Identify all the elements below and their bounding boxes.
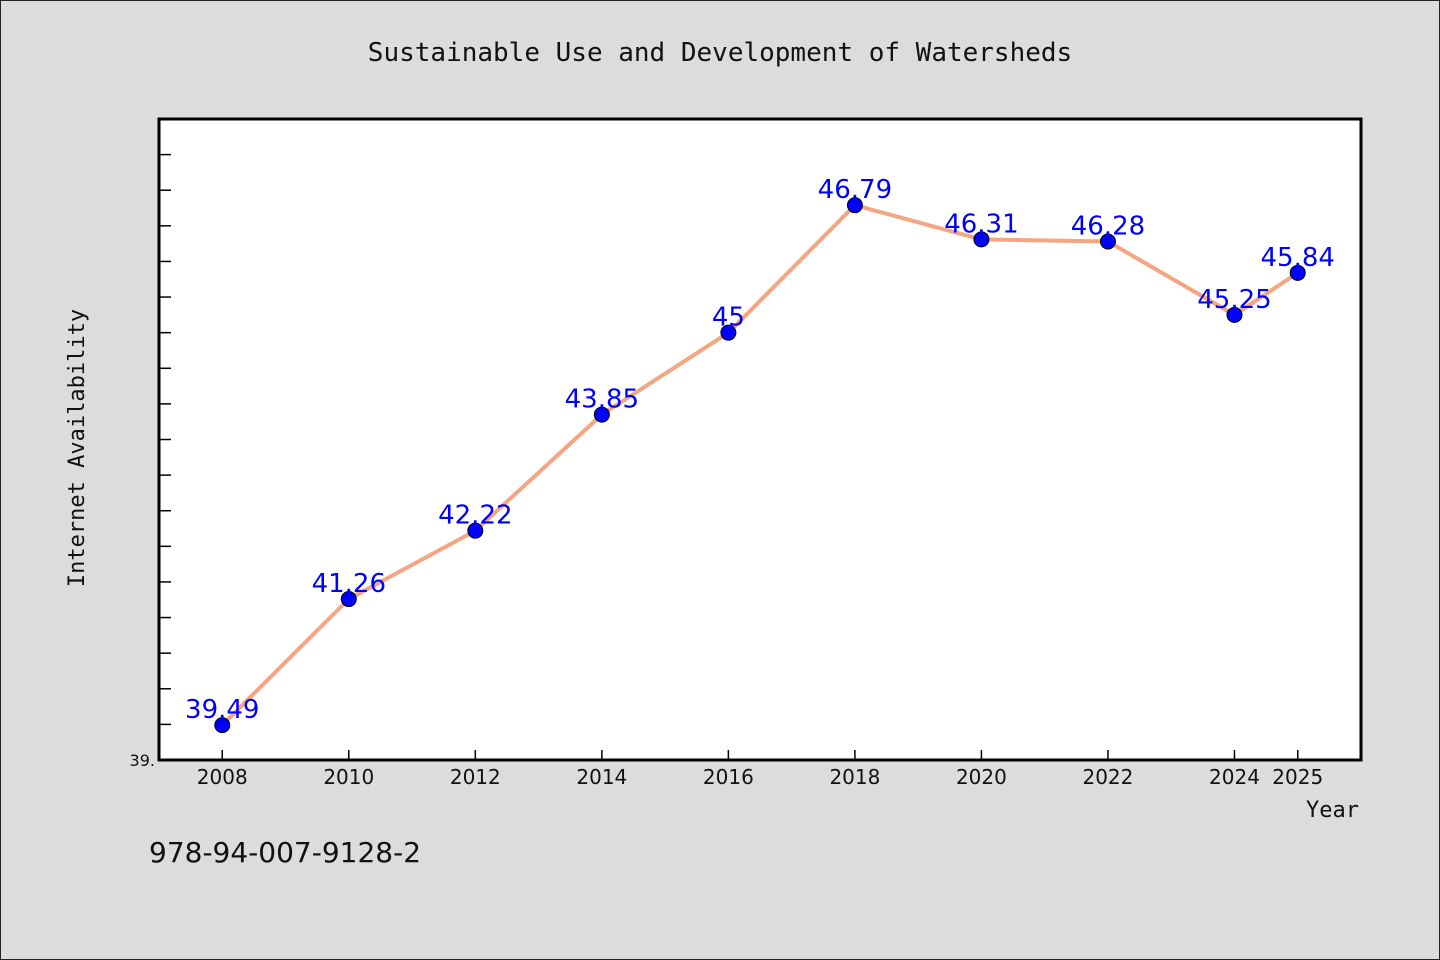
x-axis-ticks [221,750,1299,760]
data-label: 46.79 [818,175,892,205]
x-tick-label: 2018 [829,765,880,789]
data-label: 45.25 [1197,285,1271,315]
data-label: 45.84 [1261,243,1335,273]
x-tick-label: 2024 [1209,765,1260,789]
plot-area [157,117,1363,762]
data-point [973,231,990,248]
y-axis-label: Internet Availability [65,309,90,587]
data-point [720,324,737,341]
x-tick-label: 2020 [956,765,1007,789]
y-tick-label: 39. [130,751,155,770]
data-point [214,717,231,734]
data-label: 45 [712,303,745,333]
data-point [1289,264,1306,281]
data-point [593,406,610,423]
data-point [1226,306,1243,323]
x-tick-label: 2008 [197,765,248,789]
x-tick-label: 2022 [1082,765,1133,789]
data-labels: 39.49 41.26 42.22 43.85 45 46.79 46.31 46.28 45.… [185,175,1335,725]
x-tick-label: 2016 [703,765,754,789]
data-point [340,591,357,608]
series-line [220,203,1300,728]
data-label: 39.49 [185,695,259,725]
x-tick-label: 2012 [450,765,501,789]
data-points [214,197,1306,734]
data-label: 41.26 [312,569,386,599]
y-axis-ticks [159,153,171,761]
x-axis-label: Year [1306,798,1359,823]
data-label: 46.28 [1071,212,1145,242]
isbn-footer: 978-94-007-9128-2 [149,836,421,869]
x-tick-label: 2010 [323,765,374,789]
data-point [467,522,484,539]
data-label: 43.85 [565,385,639,415]
data-label: 42.22 [438,501,512,531]
data-point [846,197,863,214]
x-tick-label: 2014 [576,765,627,789]
data-point [1099,233,1116,250]
x-tick-label: 2025 [1272,765,1323,789]
data-label: 46.31 [944,209,1018,239]
x-axis-tick-labels: 2008 2010 2012 2014 2016 2018 2020 2022 2024 2025 [197,765,1323,789]
chart-title: Sustainable Use and Development of Water… [368,38,1072,68]
